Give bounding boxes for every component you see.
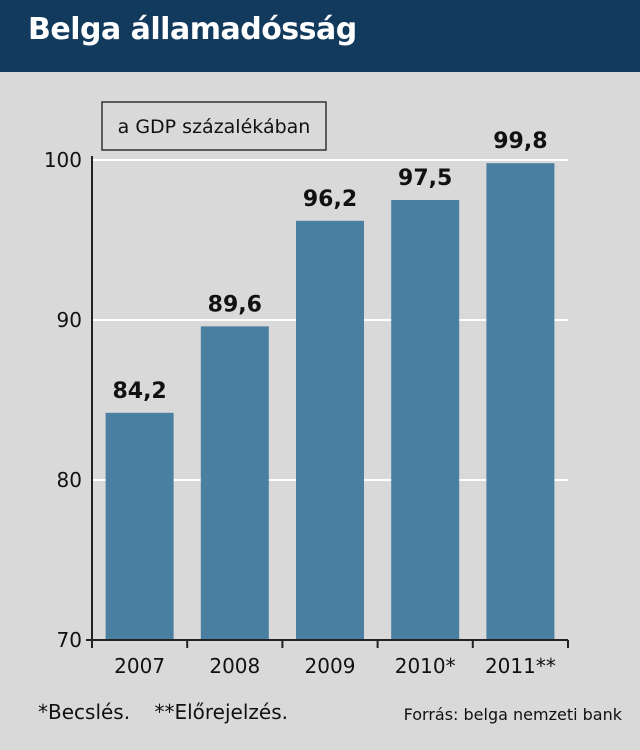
data-label: 84,2	[112, 379, 166, 404]
y-tick-label: 100	[44, 148, 82, 172]
x-tick-label: 2010*	[395, 654, 456, 678]
y-tick-label: 90	[57, 308, 82, 332]
title-bar: Belga államadósság	[0, 0, 640, 72]
chart-title: Belga államadósság	[28, 12, 357, 47]
bar	[296, 220, 364, 641]
bar	[486, 163, 555, 640]
bar	[391, 200, 460, 640]
data-label: 96,2	[303, 187, 357, 212]
data-label: 99,8	[493, 129, 547, 154]
x-tick-label: 2011**	[485, 654, 556, 678]
source-note: Forrás: belga nemzeti bank	[403, 705, 622, 724]
footnote-estimate: *Becslés.	[38, 700, 131, 724]
x-tick-label: 2009	[305, 654, 356, 678]
bar-chart: 70 80 90 100 a GDP százalékában 84,2 2007 89,6 2…	[44, 101, 569, 678]
bar	[200, 326, 269, 640]
data-label: 89,6	[208, 292, 262, 317]
bar	[105, 412, 174, 640]
x-tick-label: 2007	[114, 654, 165, 678]
chart-subtitle: a GDP százalékában	[118, 116, 311, 138]
subtitle-box	[101, 101, 327, 151]
footnotes: *Becslés. **Előrejelzés.	[38, 700, 288, 724]
y-tick-label: 80	[57, 468, 82, 492]
y-tick-label: 70	[57, 628, 82, 652]
x-tick-label: 2008	[209, 654, 260, 678]
footnote-forecast: **Előrejelzés.	[154, 700, 288, 724]
data-label: 97,5	[398, 166, 452, 191]
